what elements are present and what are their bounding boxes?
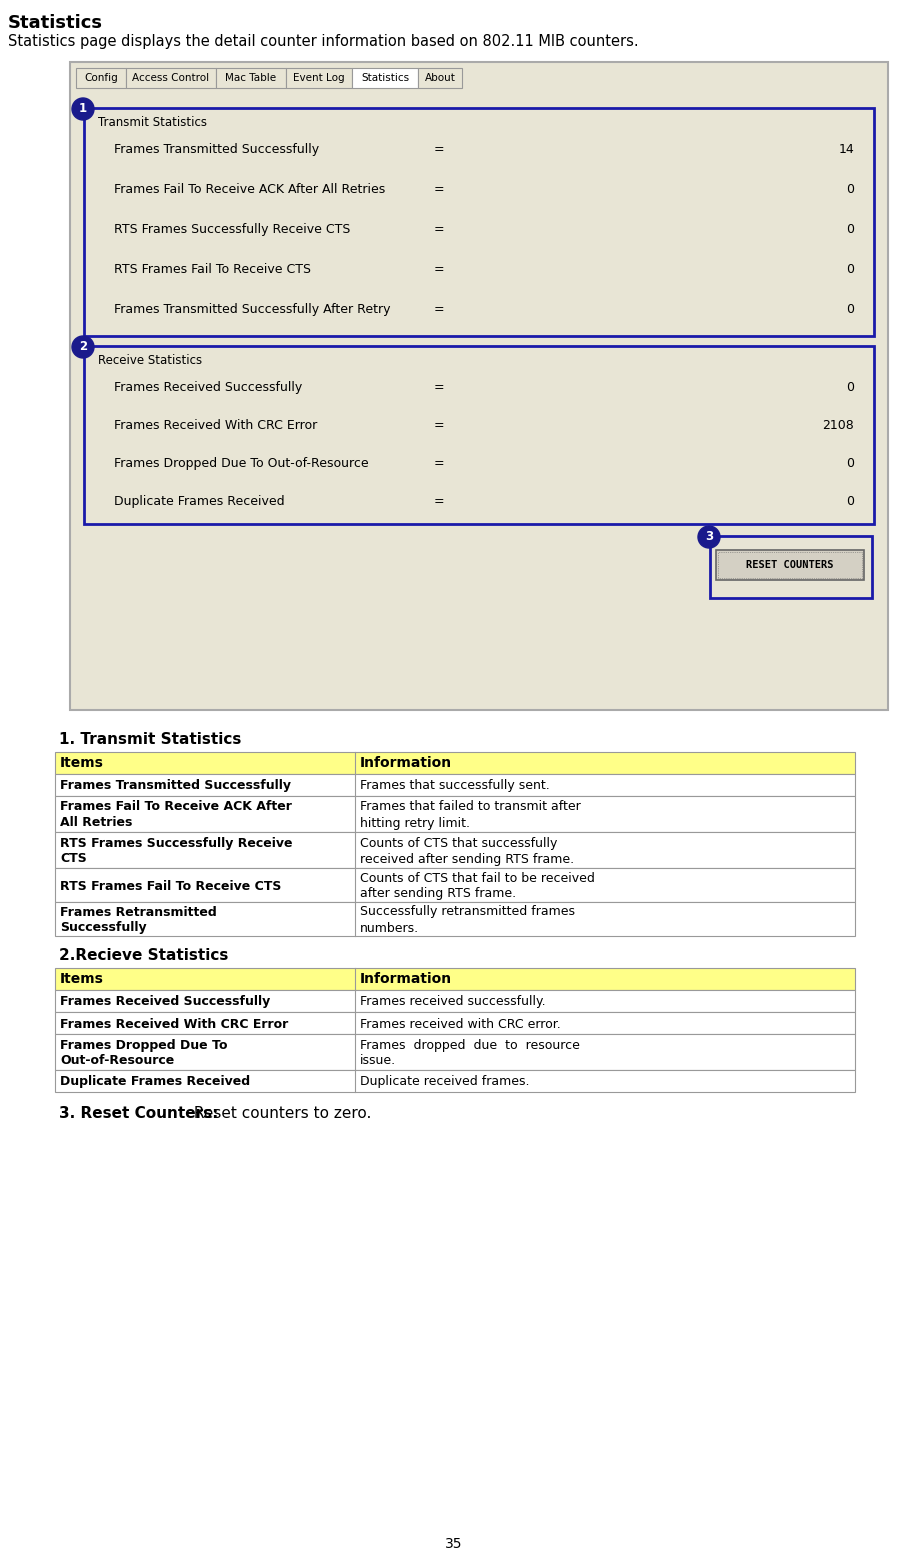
Text: Duplicate received frames.: Duplicate received frames. [360, 1076, 530, 1088]
Bar [55, 1034, 855, 1070]
Text: 2: 2 [79, 341, 87, 353]
Bar [716, 550, 864, 580]
Text: Frames Received Successfully: Frames Received Successfully [60, 995, 270, 1009]
Text: Frames Received With CRC Error: Frames Received With CRC Error [60, 1017, 288, 1031]
Bar [76, 68, 126, 89]
Bar [84, 107, 874, 336]
Bar [710, 536, 872, 599]
Bar [55, 753, 855, 774]
Text: RTS Frames Successfully Receive CTS: RTS Frames Successfully Receive CTS [114, 222, 350, 236]
Text: 2.Recieve Statistics: 2.Recieve Statistics [59, 949, 229, 963]
Text: Information: Information [360, 972, 452, 986]
Text: 0: 0 [846, 183, 854, 196]
Bar [84, 347, 874, 524]
Text: =: = [434, 418, 444, 432]
Bar [718, 552, 862, 578]
Bar [126, 68, 216, 89]
Text: 3. Reset Counters:: 3. Reset Counters: [59, 1106, 219, 1121]
Text: Frames Received With CRC Error: Frames Received With CRC Error [114, 418, 317, 432]
Text: Counts of CTS that fail to be received
after sending RTS frame.: Counts of CTS that fail to be received a… [360, 871, 595, 900]
Text: Event Log: Event Log [293, 73, 345, 82]
Text: RESET COUNTERS: RESET COUNTERS [746, 560, 834, 571]
Bar [55, 1012, 855, 1034]
Text: =: = [434, 494, 444, 508]
Text: Information: Information [360, 756, 452, 770]
Bar [418, 68, 462, 89]
Text: About: About [424, 73, 455, 82]
Bar [352, 68, 418, 89]
Text: Frames Fail To Receive ACK After
All Retries: Frames Fail To Receive ACK After All Ret… [60, 801, 292, 829]
Text: 2108: 2108 [823, 418, 854, 432]
Text: Statistics page displays the detail counter information based on 802.11 MIB coun: Statistics page displays the detail coun… [8, 34, 639, 50]
Text: Frames Received Successfully: Frames Received Successfully [114, 381, 302, 393]
Text: Frames that failed to transmit after
hitting retry limit.: Frames that failed to transmit after hit… [360, 801, 580, 829]
Text: Reset counters to zero.: Reset counters to zero. [189, 1106, 371, 1121]
Text: =: = [434, 222, 444, 236]
Bar [55, 902, 855, 936]
Text: Statistics: Statistics [361, 73, 409, 82]
Text: Receive Statistics: Receive Statistics [98, 355, 202, 367]
Bar [55, 796, 855, 832]
Circle shape [72, 98, 94, 120]
Bar [55, 991, 855, 1012]
Text: Transmit Statistics: Transmit Statistics [98, 117, 207, 129]
Text: Frames Transmitted Successfully: Frames Transmitted Successfully [60, 779, 291, 793]
Text: 35: 35 [444, 1536, 463, 1550]
Text: 0: 0 [846, 263, 854, 275]
Text: Frames received successfully.: Frames received successfully. [360, 995, 546, 1009]
Text: Frames Retransmitted
Successfully: Frames Retransmitted Successfully [60, 905, 217, 935]
Text: Config: Config [84, 73, 118, 82]
Text: =: = [434, 143, 444, 156]
Text: 0: 0 [846, 222, 854, 236]
Bar [286, 68, 352, 89]
Text: =: = [434, 263, 444, 275]
Text: 0: 0 [846, 457, 854, 470]
Text: RTS Frames Fail To Receive CTS: RTS Frames Fail To Receive CTS [114, 263, 311, 275]
Bar [216, 68, 286, 89]
Text: Frames Fail To Receive ACK After All Retries: Frames Fail To Receive ACK After All Ret… [114, 183, 385, 196]
Text: Items: Items [60, 972, 104, 986]
Text: 1. Transmit Statistics: 1. Transmit Statistics [59, 732, 241, 746]
Bar [70, 62, 888, 711]
Text: =: = [434, 303, 444, 316]
Text: Frames that successfully sent.: Frames that successfully sent. [360, 779, 550, 793]
Text: Statistics: Statistics [8, 14, 103, 33]
Text: Counts of CTS that successfully
received after sending RTS frame.: Counts of CTS that successfully received… [360, 837, 574, 866]
Text: 0: 0 [846, 494, 854, 508]
Text: 0: 0 [846, 381, 854, 393]
Text: Successfully retransmitted frames
numbers.: Successfully retransmitted frames number… [360, 905, 575, 935]
Text: Frames received with CRC error.: Frames received with CRC error. [360, 1017, 561, 1031]
Text: Access Control: Access Control [132, 73, 210, 82]
Bar [55, 868, 855, 902]
Text: Frames  dropped  due  to  resource
issue.: Frames dropped due to resource issue. [360, 1039, 580, 1067]
Bar [55, 969, 855, 991]
Text: 3: 3 [705, 530, 713, 544]
Text: =: = [434, 457, 444, 470]
Text: Items: Items [60, 756, 104, 770]
Text: Duplicate Frames Received: Duplicate Frames Received [114, 494, 285, 508]
Circle shape [72, 336, 94, 358]
Text: Mac Table: Mac Table [226, 73, 277, 82]
Text: RTS Frames Successfully Receive
CTS: RTS Frames Successfully Receive CTS [60, 837, 292, 866]
Text: RTS Frames Fail To Receive CTS: RTS Frames Fail To Receive CTS [60, 880, 281, 893]
Text: Frames Dropped Due To Out-of-Resource: Frames Dropped Due To Out-of-Resource [114, 457, 368, 470]
Text: 0: 0 [846, 303, 854, 316]
Text: 14: 14 [838, 143, 854, 156]
Bar [55, 1070, 855, 1092]
Text: Frames Dropped Due To
Out-of-Resource: Frames Dropped Due To Out-of-Resource [60, 1039, 228, 1067]
Bar [55, 832, 855, 868]
Text: Frames Transmitted Successfully: Frames Transmitted Successfully [114, 143, 319, 156]
Text: 1: 1 [79, 103, 87, 115]
Circle shape [698, 526, 720, 547]
Text: =: = [434, 381, 444, 393]
Text: Duplicate Frames Received: Duplicate Frames Received [60, 1076, 250, 1088]
Text: =: = [434, 183, 444, 196]
Text: Frames Transmitted Successfully After Retry: Frames Transmitted Successfully After Re… [114, 303, 391, 316]
Bar [55, 774, 855, 796]
